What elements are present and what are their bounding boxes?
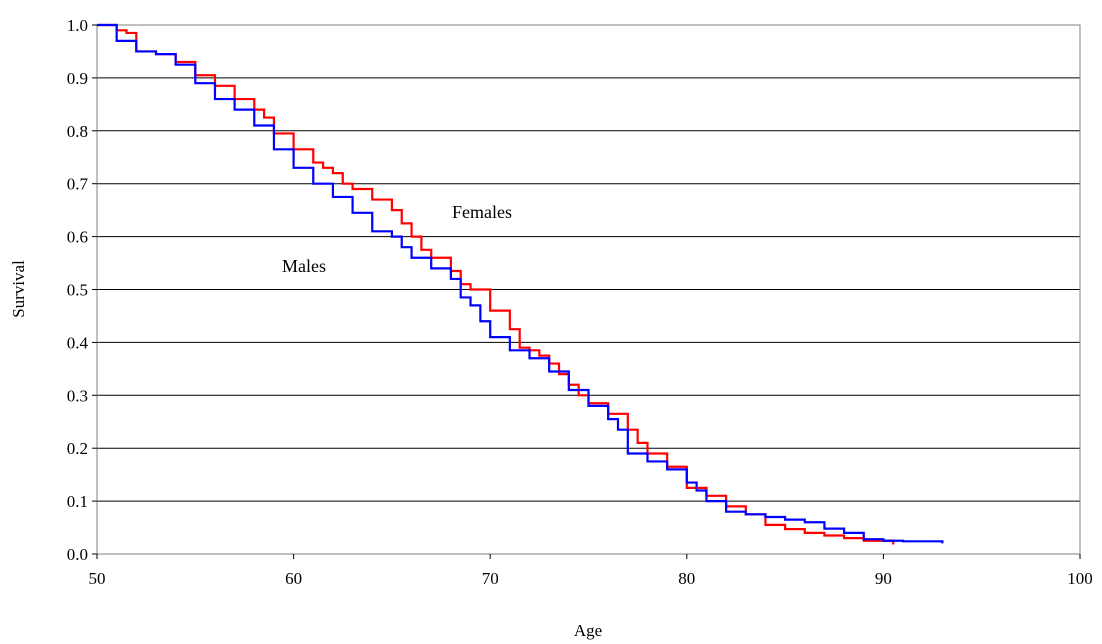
gridlines <box>97 77 1080 555</box>
y-tick-label: 0.6 <box>67 228 88 247</box>
series-lines <box>97 23 944 545</box>
y-tick-label: 0.8 <box>67 122 88 141</box>
x-tick-label: 70 <box>482 569 499 588</box>
x-tick-label: 90 <box>875 569 892 588</box>
y-tick-label: 0.4 <box>67 333 89 352</box>
females-annotation: Females <box>452 202 512 222</box>
x-tick-label: 60 <box>285 569 302 588</box>
y-tick-label: 0.2 <box>67 439 88 458</box>
tick-labels: 0.0 0.1 0.2 0.3 0.4 0.5 0.6 0.7 0.8 0.9 1.0 50 60 70 8… <box>67 16 1093 588</box>
x-tick-label: 100 <box>1067 569 1093 588</box>
y-tick-label: 0.0 <box>67 545 88 564</box>
x-tick-label: 50 <box>89 569 106 588</box>
x-axis-title: Age <box>574 621 602 640</box>
x-tick-label: 80 <box>678 569 695 588</box>
y-axis-title: Survival <box>9 260 28 318</box>
y-tick-label: 0.7 <box>67 175 89 194</box>
y-tick-label: 0.5 <box>67 281 88 300</box>
series-line-males <box>97 23 944 544</box>
y-tick-label: 0.3 <box>67 386 88 405</box>
y-tick-label: 1.0 <box>67 16 88 35</box>
y-tick-label: 0.1 <box>67 492 88 511</box>
y-tick-label: 0.9 <box>67 69 88 88</box>
series-line-females <box>97 23 895 545</box>
males-annotation: Males <box>282 256 326 276</box>
